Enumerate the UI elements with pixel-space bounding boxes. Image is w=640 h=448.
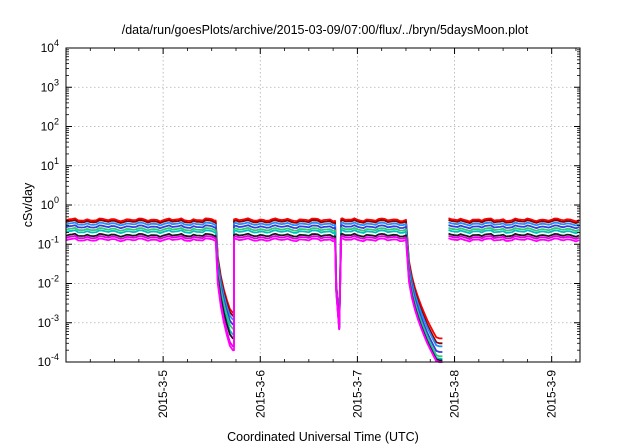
series-line (65, 226, 580, 358)
y-tick-exponent: -4 (51, 352, 59, 362)
x-tick-label: 2015-3-9 (545, 370, 559, 418)
y-tick-exponent: -3 (51, 313, 59, 323)
y-tick-exponent: -1 (51, 234, 59, 244)
y-tick-exponent: -2 (51, 274, 59, 284)
y-tick-exponent: 3 (54, 77, 59, 87)
series-line (65, 234, 580, 363)
series-line (65, 229, 580, 360)
series-line (65, 232, 580, 362)
series-line (65, 224, 580, 353)
x-tick-labels: 2015-3-5 2015-3-6 2015-3-7 2015-3-8 2015-3-9 (156, 370, 559, 418)
x-tick-label: 2015-3-8 (448, 370, 462, 418)
grid (66, 48, 580, 362)
axis-ticks (66, 47, 580, 363)
x-tick-label: 2015-3-7 (350, 370, 364, 418)
chart-title: /data/run/goesPlots/archive/2015-03-09/0… (122, 23, 529, 37)
x-tick-label: 2015-3-5 (156, 370, 170, 418)
x-axis-title: Coordinated Universal Time (UTC) (227, 430, 419, 444)
y-axis-title: cSv/day (21, 182, 35, 227)
y-tick-exponent: 0 (54, 195, 59, 205)
series-line (65, 237, 580, 363)
y-tick-exponent: 1 (54, 156, 59, 166)
series-line (65, 219, 580, 345)
x-tick-label: 2015-3-6 (253, 370, 267, 418)
series-line (65, 217, 580, 340)
y-tick-exponent: 2 (54, 117, 59, 127)
series-line (65, 221, 580, 348)
series-group (65, 217, 580, 363)
y-tick-exponent: 4 (54, 38, 59, 48)
